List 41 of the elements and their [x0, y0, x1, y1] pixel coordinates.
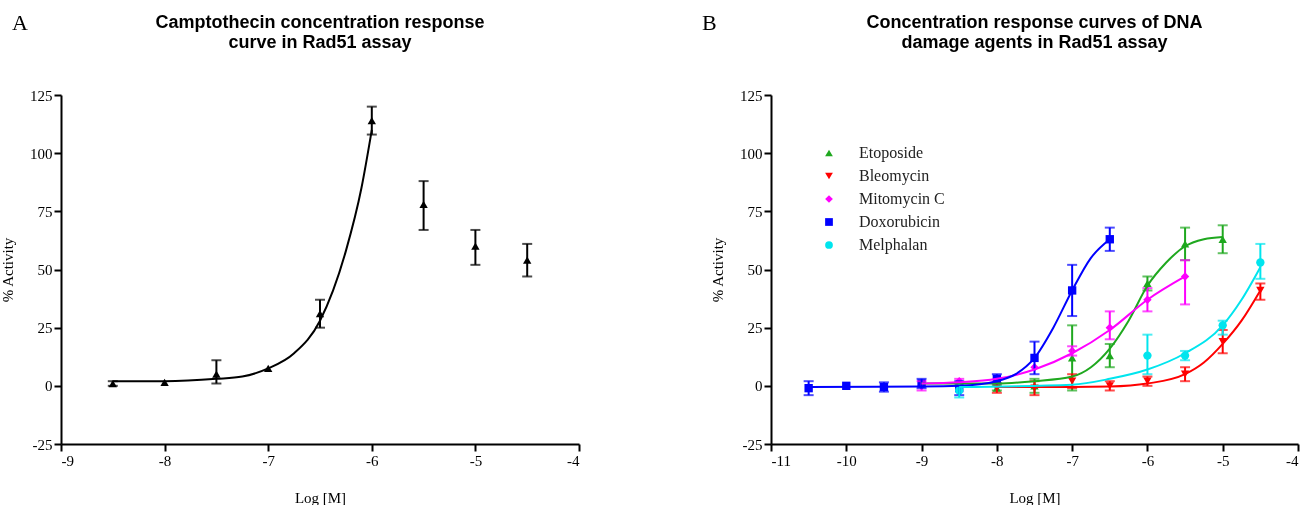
- y-tick-label: 50: [37, 262, 53, 278]
- x-tick-label: -4: [567, 452, 580, 469]
- y-tick-label: 125: [740, 87, 763, 104]
- y-tick-label: 25: [747, 320, 763, 337]
- legend-label: Bleomycin: [859, 167, 930, 185]
- y-tick-label: 75: [37, 203, 53, 220]
- legend-label: Mitomycin C: [859, 190, 945, 208]
- x-tick-label: -10: [836, 452, 857, 469]
- chart-title: Camptothecin concentration response curve in Rad51 assay: [155, 12, 485, 52]
- y-tick-label: 75: [747, 203, 763, 220]
- x-tick-label: -4: [1286, 452, 1299, 469]
- x-tick-label: -6: [366, 452, 380, 469]
- x-axis-title: Log [M]: [294, 489, 347, 506]
- x-tick-label: -9: [915, 452, 929, 469]
- y-tick-label: 25: [37, 320, 53, 337]
- legend-label: Melphalan: [859, 236, 928, 254]
- y-tick-label: 125: [30, 87, 53, 104]
- chart-title: Concentration response curves of DNA damage agents in Rad51 assay: [866, 12, 1203, 52]
- x-tick-label: -7: [1066, 452, 1080, 469]
- text: A: [12, 10, 28, 36]
- x-tick-label: -7: [262, 452, 276, 469]
- legend-label: Doxorubicin: [859, 213, 940, 230]
- x-tick-label: -5: [1216, 452, 1230, 469]
- y-tick-label: 50: [747, 262, 763, 278]
- x-tick-label: -5: [469, 452, 483, 469]
- text: B: [702, 10, 717, 36]
- x-tick-label: -8: [158, 452, 172, 469]
- y-tick-label: -25: [32, 436, 53, 453]
- x-tick-label: -9: [61, 452, 74, 469]
- y-axis-title: % Activity: [710, 237, 726, 303]
- x-tick-label: -6: [1141, 452, 1155, 469]
- x-tick-label: -8: [991, 452, 1004, 469]
- x-axis-title: Log [M]: [1009, 489, 1061, 506]
- y-tick-label: -25: [742, 436, 763, 453]
- y-tick-label: 0: [45, 378, 53, 395]
- x-tick-label: -11: [771, 452, 791, 469]
- y-axis-title: % Activity: [0, 237, 16, 303]
- y-tick-label: 100: [30, 145, 53, 162]
- legend-label: Etoposide: [859, 144, 923, 162]
- y-tick-label: 0: [755, 378, 763, 395]
- y-tick-label: 100: [740, 145, 763, 162]
